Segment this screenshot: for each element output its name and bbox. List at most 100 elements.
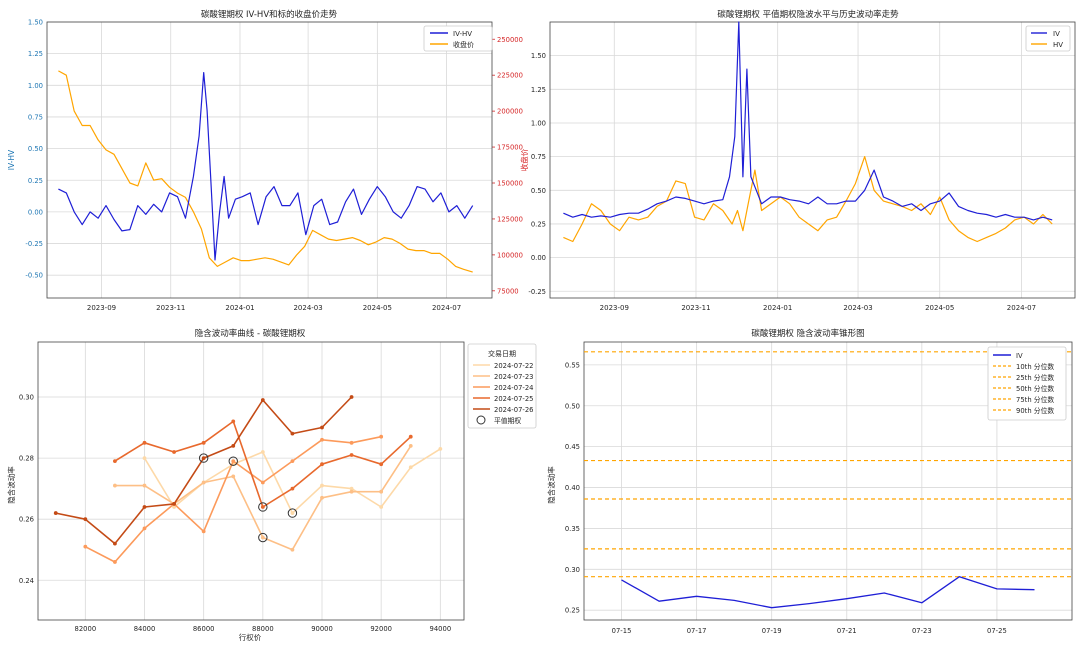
- y-tick-label: -0.25: [25, 240, 43, 248]
- chart-4-title: 碳酸锂期权 隐含波动率锥形图: [751, 328, 864, 339]
- y-tick-label: -0.25: [528, 288, 546, 296]
- x-tick-label: 86000: [193, 625, 215, 633]
- y2-tick-label: 125000: [497, 215, 523, 223]
- smile-point: [379, 462, 384, 467]
- x-tick-label: 2023-11: [156, 304, 185, 312]
- x-tick-label: 94000: [430, 625, 452, 633]
- y-tick-label: 0.50: [565, 402, 580, 410]
- smile-point: [320, 462, 324, 467]
- plot-frame: [46, 21, 493, 299]
- x-tick-label: 88000: [252, 625, 274, 633]
- legend-label-iv-hv: IV-HV: [453, 30, 472, 38]
- legend-label-0723: 2024-07-23: [494, 373, 534, 381]
- smile-point: [113, 483, 117, 488]
- legend-label-iv: IV: [1053, 30, 1060, 38]
- y-tick-label: 0.35: [565, 525, 580, 533]
- y-tick-label: 1.25: [531, 86, 546, 94]
- legend-label-atm: 平值期权: [494, 416, 521, 425]
- smile-point: [379, 505, 384, 509]
- atm-marker: [198, 453, 209, 463]
- smile-point: [231, 443, 236, 448]
- series-close-line: [58, 70, 473, 273]
- legend-label-p50: 50th 分位数: [1016, 384, 1054, 393]
- smile-point: [231, 474, 236, 479]
- smile-point: [290, 486, 295, 491]
- y2-tick-label: 100000: [497, 251, 523, 259]
- legend-label-close: 收盘价: [453, 40, 474, 49]
- legend-label-hv: HV: [1053, 41, 1063, 49]
- y2-tick-label: 225000: [497, 72, 523, 80]
- x-tick-label: 2023-09: [600, 304, 629, 312]
- atm-marker: [287, 508, 298, 518]
- smile-point: [113, 541, 117, 546]
- smile-point: [113, 560, 117, 564]
- smile-point: [260, 505, 265, 509]
- y-tick-label: 1.50: [531, 52, 546, 60]
- x-tick-label: 2024-01: [225, 304, 254, 312]
- smile-point: [172, 505, 176, 509]
- smile-point: [83, 517, 88, 522]
- y-tick-label: 0.40: [565, 484, 580, 492]
- x-tick-label: 92000: [370, 625, 392, 633]
- smile-point: [142, 440, 147, 445]
- x-tick-label: 07-21: [837, 627, 857, 635]
- smile-point: [142, 483, 147, 488]
- legend-label-cone-iv: IV: [1016, 352, 1023, 360]
- x-tick-label: 2024-05: [363, 304, 392, 312]
- y-tick-label: 0.30: [19, 393, 34, 401]
- smile-point: [142, 456, 147, 460]
- smile-point: [408, 443, 413, 448]
- smile-point: [349, 395, 354, 399]
- x-tick-label: 07-25: [987, 627, 1007, 635]
- smile-point: [349, 440, 354, 445]
- x-tick-label: 07-17: [687, 627, 707, 635]
- legend-title: 交易日期: [488, 349, 516, 358]
- x-tick-label: 84000: [134, 625, 156, 633]
- chart-3-title: 隐含波动率曲线 - 碳酸锂期权: [195, 328, 306, 339]
- legend-label-0725: 2024-07-25: [494, 395, 534, 403]
- smile-point: [201, 440, 206, 445]
- smile-point: [290, 431, 295, 436]
- legend-label-p90: 90th 分位数: [1016, 406, 1054, 415]
- chart-iv-hv-close: 碳酸锂期权 IV-HV和标的收盘价走势 IV-HV 收盘价 2023-09 202…: [7, 9, 529, 312]
- series-iv-hv-line: [58, 71, 474, 261]
- smile-point: [290, 511, 295, 515]
- series-cone-iv-line: [621, 576, 1035, 609]
- chart-4-legend: IV 10th 分位数 25th 分位数 50th 分位数 75th 分位数 9…: [987, 346, 1067, 421]
- smile-point: [201, 480, 206, 485]
- x-tick-label: 2024-03: [843, 304, 872, 312]
- y-tick-label: -0.50: [25, 272, 43, 280]
- smile-point: [201, 529, 206, 534]
- y2-tick-label: 200000: [497, 108, 523, 116]
- x-tick-label: 2024-07: [1007, 304, 1036, 312]
- y-tick-label: 0.25: [28, 177, 43, 185]
- y-tick-label: 0.50: [28, 145, 43, 153]
- smile-point: [83, 544, 88, 549]
- legend-label-p25: 25th 分位数: [1016, 373, 1054, 382]
- chart-3-ylabel: 隐含波动率: [6, 466, 16, 504]
- chart-atm-iv-vs-hv: 碳酸锂期权 平值期权隐波水平与历史波动率走势 2023-09 2023-11 202…: [528, 9, 1076, 312]
- chart-3-xlabel: 行权价: [239, 632, 262, 642]
- x-tick-label: 90000: [311, 625, 333, 633]
- x-tick-label: 2023-09: [87, 304, 116, 312]
- y-tick-label: 1.25: [28, 50, 43, 58]
- legend-label-0726: 2024-07-26: [494, 406, 534, 414]
- legend-swatch-atm: [476, 415, 486, 425]
- plot-frame: [37, 341, 465, 621]
- chart-2-title: 碳酸锂期权 平值期权隐波水平与历史波动率走势: [717, 9, 899, 20]
- smile-point: [379, 489, 384, 494]
- smile-point: [142, 505, 147, 509]
- y-tick-label: 0.45: [565, 443, 580, 451]
- x-tick-label: 2023-11: [681, 304, 710, 312]
- chart-1-marks: 2023-09 2023-11 2024-01 2024-03 2024-05 2024-…: [25, 19, 523, 313]
- smile-point: [113, 459, 117, 464]
- legend-label-0722: 2024-07-22: [494, 362, 534, 370]
- smile-point: [290, 547, 295, 552]
- legend-label-p10: 10th 分位数: [1016, 362, 1054, 371]
- y-tick-label: 0.24: [19, 577, 34, 585]
- chart-1-legend: IV-HV 收盘价: [423, 25, 493, 52]
- smile-point: [290, 459, 295, 464]
- smile-point: [172, 502, 176, 506]
- chart-1-title: 碳酸锂期权 IV-HV和标的收盘价走势: [201, 9, 338, 20]
